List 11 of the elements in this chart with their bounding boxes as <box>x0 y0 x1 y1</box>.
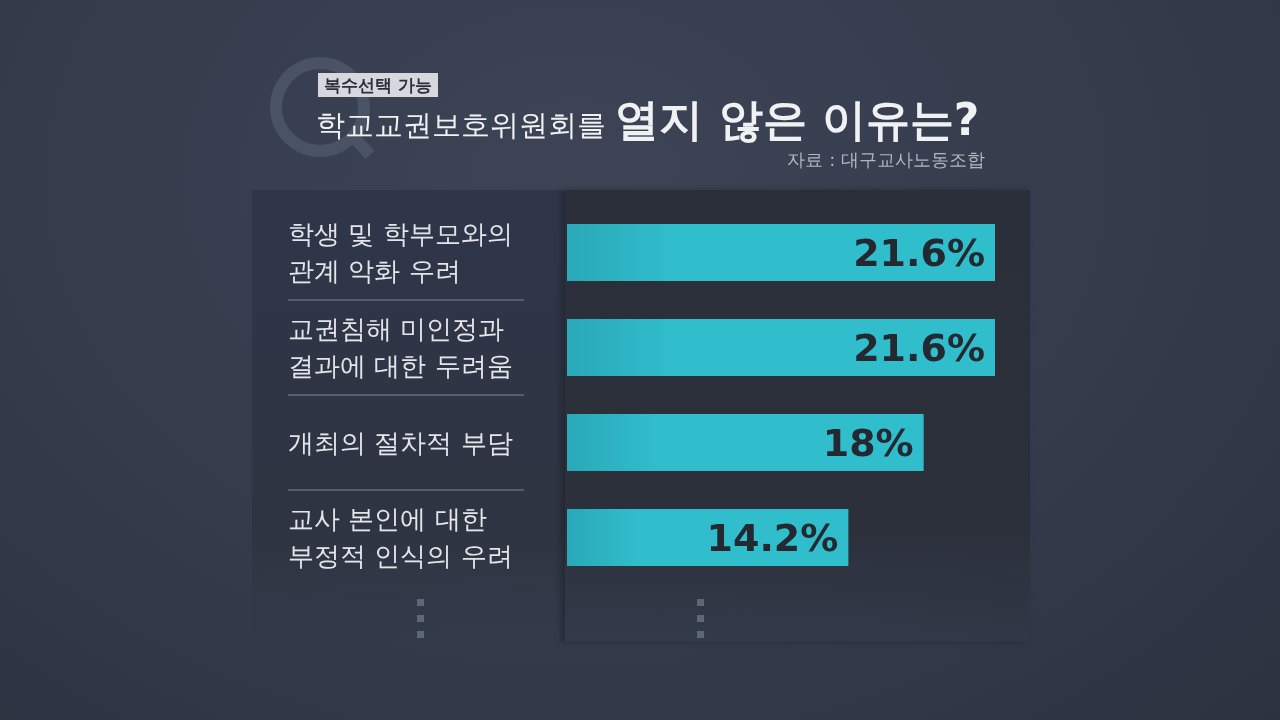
data-label: 21.6% <box>853 230 985 275</box>
y-tick-label: 교권침해 미인정과 결과에 대한 두려움 <box>288 314 513 381</box>
chart-title: 학교교권보호위원회를 열지 않은 이유는? <box>316 94 980 145</box>
y-tick-label: 학생 및 학부모와의 관계 악화 우려 <box>288 219 513 286</box>
text: 복수선택 가능 <box>318 73 438 97</box>
y-tick-label: 개최의 절차적 부담 <box>288 427 513 458</box>
data-label: 18% <box>822 420 914 465</box>
text: 자료 : 대구교사노동조합 <box>787 148 985 172</box>
data-label: 14.2% <box>706 515 839 560</box>
data-label: 21.6% <box>853 325 985 370</box>
y-tick-label: 교사 본인에 대한 부정적 인식의 우려 <box>288 504 513 571</box>
